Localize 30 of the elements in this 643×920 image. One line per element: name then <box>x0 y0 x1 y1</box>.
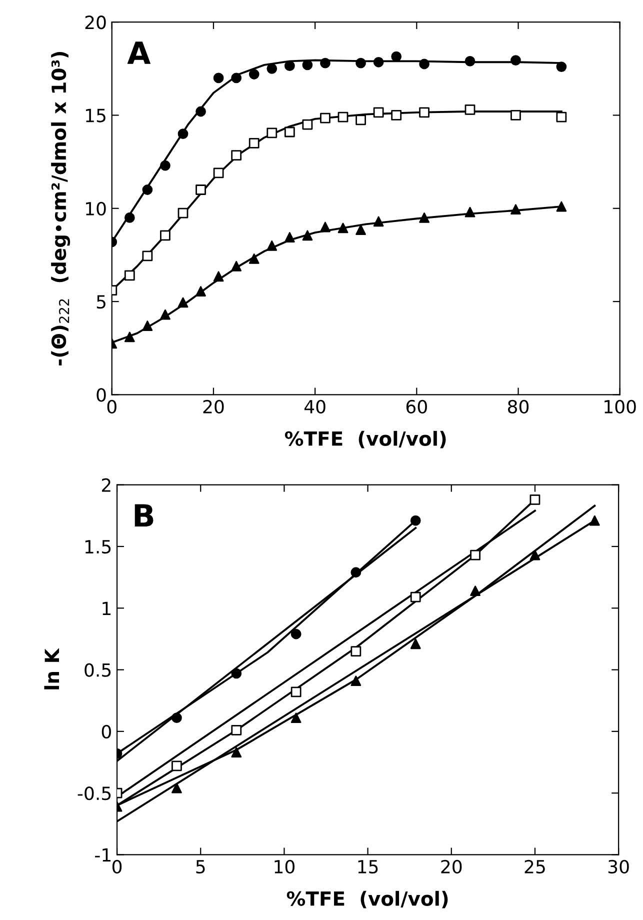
x-tick-label: 40 <box>304 400 326 414</box>
x-tick-label: 5 <box>196 860 205 874</box>
y-tick-label: 2 <box>102 478 110 492</box>
x-tick-label: 10 <box>274 860 294 874</box>
x-axis-title: %TFE (vol/vol) <box>286 890 448 908</box>
y-tick-label: -0.5 <box>78 786 111 800</box>
y-tick-label: 15 <box>86 108 106 122</box>
y-tick-label: -1 <box>95 848 110 862</box>
y-tick-label: 0 <box>96 388 106 402</box>
y-tick-label: 0 <box>102 724 111 739</box>
x-tick-label: 20 <box>441 860 462 874</box>
x-axis-title: %TFE (vol/vol) <box>284 430 446 448</box>
x-tick-label: 80 <box>508 400 529 414</box>
x-tick-label: 30 <box>608 860 629 874</box>
x-tick-label: 0 <box>112 860 122 874</box>
y-tick-label: 1 <box>102 602 110 615</box>
y-tick-label: 10 <box>86 202 106 216</box>
y-tick-label: 5 <box>96 295 106 309</box>
x-tick-label: 20 <box>203 400 224 414</box>
y-tick-label: 1.5 <box>85 540 111 554</box>
x-tick-label: 15 <box>358 860 378 874</box>
text: -(Θ)$_{222}$ (deg•cm²/dmol x 10³) <box>51 52 70 366</box>
annotation: B <box>134 504 154 527</box>
y-tick-label: 20 <box>85 16 106 30</box>
y-axis-title: ln K <box>44 648 60 690</box>
annotation: A <box>127 42 151 64</box>
y-tick-label: 0.5 <box>84 663 111 677</box>
x-tick-label: 60 <box>406 400 427 414</box>
x-tick-label: 25 <box>524 860 545 874</box>
x-tick-label: 100 <box>604 400 636 414</box>
